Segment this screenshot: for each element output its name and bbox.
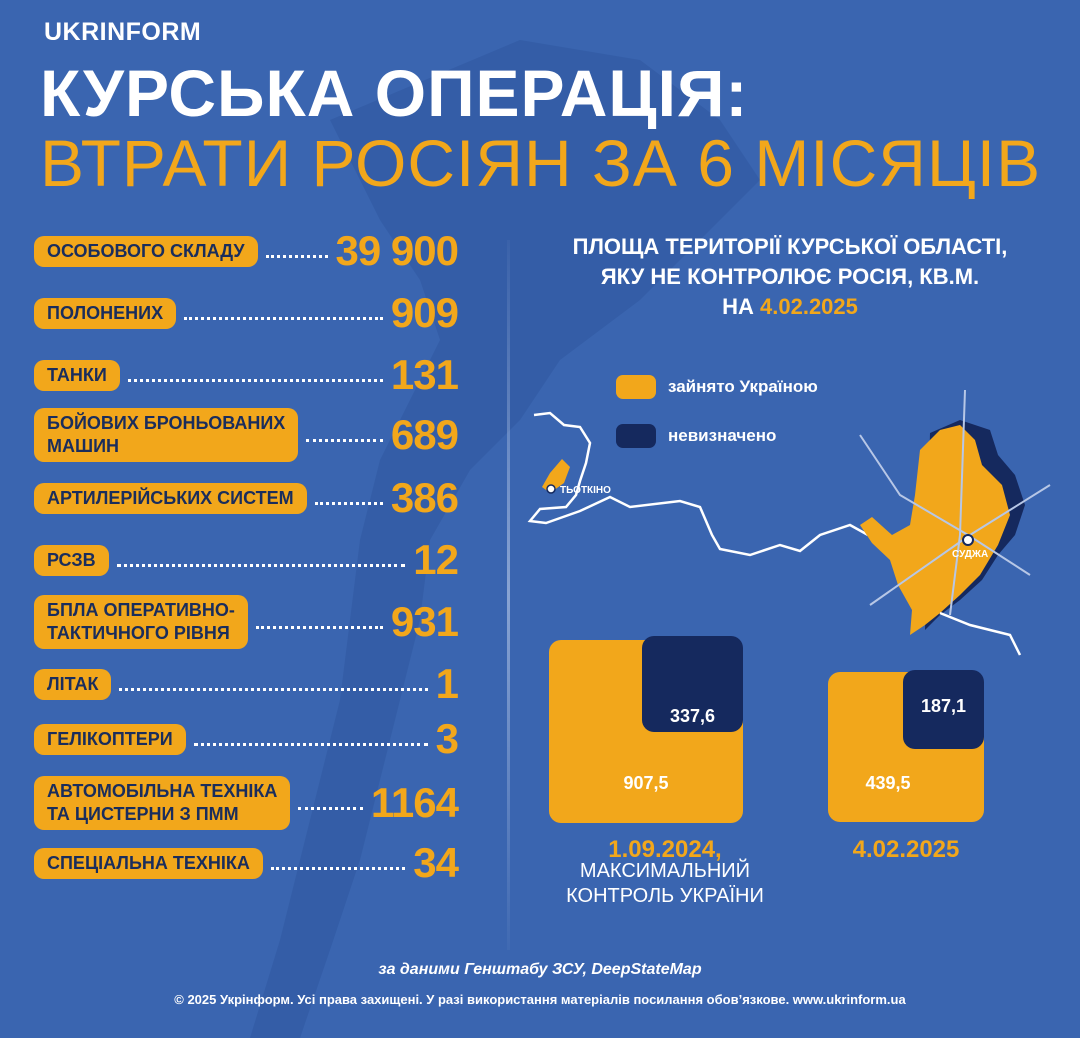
town-label-tyotkino: ТЬОТКІНО — [560, 485, 611, 496]
loss-value: 131 — [390, 351, 459, 398]
date-label-feb: 4.02.2025 — [852, 836, 960, 863]
loss-row-special-equipment: СПЕЦІАЛЬНА ТЕХНІКА 34 — [34, 839, 459, 886]
source-note: за даними Генштабу ЗСУ, DeepStateMap — [378, 961, 702, 978]
leader-dots — [306, 438, 383, 442]
occupied-zone-main — [860, 425, 1010, 635]
loss-value: 34 — [413, 839, 459, 886]
legend-undefined: невизначено — [616, 424, 776, 448]
leader-dots — [314, 501, 383, 505]
territory-title-line2: ЯКУ НЕ КОНТРОЛЮЄ РОСІЯ, КВ.М. — [600, 264, 980, 289]
caption-sep: МАКСИМАЛЬНИЙ КОНТРОЛЬ УКРАЇНИ — [566, 860, 764, 907]
leader-dots — [119, 687, 428, 691]
loss-row-tanks: ТАНКИ 131 — [34, 351, 459, 398]
legend-label-undefined: невизначено — [668, 426, 777, 445]
legend-swatch-occupied — [616, 375, 656, 399]
loss-value: 909 — [390, 289, 459, 336]
road — [949, 389, 966, 616]
territory-title-line1: ПЛОЩА ТЕРИТОРІЇ КУРСЬКОЇ ОБЛАСТІ, — [572, 234, 1008, 259]
undefined-value-sep: 337,6 — [669, 706, 716, 726]
column-divider — [507, 240, 510, 950]
leader-dots — [255, 625, 383, 629]
loss-row-prisoners: ПОЛОНЕНИХ 909 — [34, 289, 459, 336]
date-label-sep: 1.09.2024, — [608, 836, 722, 863]
territory-title-line3: НА 4.02.2025 — [520, 292, 1060, 321]
road — [859, 434, 1031, 576]
loss-value: 12 — [413, 536, 459, 583]
occupied-value-feb: 439,5 — [865, 773, 911, 793]
leader-dots — [193, 742, 428, 746]
kursk-region-map: ТЬОТКІНО СУДЖА — [527, 389, 1051, 656]
leader-dots — [116, 563, 406, 567]
loss-value: 931 — [390, 598, 459, 645]
territory-date: 4.02.2025 — [760, 294, 858, 319]
town-label-sudzha: СУДЖА — [952, 549, 988, 560]
loss-label: АВТОМОБІЛЬНА ТЕХНІКА ТА ЦИСТЕРНИ З ПММ — [34, 776, 291, 830]
loss-row-helicopters: ГЕЛІКОПТЕРИ 3 — [34, 715, 459, 762]
legend-swatch-undefined — [616, 424, 656, 448]
undefined-value-feb: 187,1 — [920, 696, 967, 716]
loss-value: 3 — [435, 715, 459, 762]
loss-label: ГЕЛІКОПТЕРИ — [34, 723, 186, 755]
undefined-area-square-sep — [642, 636, 743, 732]
ukrinform-logo: UKRINFORM — [44, 18, 202, 46]
occupied-zone-tyotkino — [542, 459, 570, 493]
page-title: КУРСЬКА ОПЕРАЦІЯ: — [40, 56, 749, 130]
undefined-area-square-feb — [903, 670, 984, 749]
loss-row-aircraft: ЛІТАК 1 — [34, 660, 459, 707]
loss-label: АРТИЛЕРІЙСЬКИХ СИСТЕМ — [34, 482, 307, 514]
legend-label-occupied: зайнято Україною — [668, 377, 818, 396]
occupied-value-sep: 907,5 — [623, 773, 669, 793]
loss-label: ТАНКИ — [34, 359, 120, 391]
date-prefix: НА — [722, 294, 754, 319]
loss-value: 1 — [435, 660, 459, 707]
loss-label: СПЕЦІАЛЬНА ТЕХНІКА — [34, 847, 263, 879]
leader-dots — [127, 378, 383, 382]
leader-dots — [298, 806, 363, 810]
loss-value: 689 — [390, 411, 459, 458]
loss-row-armored-vehicles: БОЙОВИХ БРОНЬОВАНИХ МАШИН 689 — [34, 408, 459, 462]
copyright: © 2025 Укрінформ. Усі права захищені. У … — [174, 992, 906, 1007]
loss-value: 1164 — [370, 779, 459, 826]
leader-dots — [184, 316, 383, 320]
loss-row-artillery: АРТИЛЕРІЙСЬКИХ СИСТЕМ 386 — [34, 474, 459, 521]
loss-row-personnel: ОСОБОВОГО СКЛАДУ 39 900 — [34, 227, 459, 274]
loss-row-vehicles: АВТОМОБІЛЬНА ТЕХНІКА ТА ЦИСТЕРНИ З ПММ 1… — [34, 776, 459, 830]
loss-label: БОЙОВИХ БРОНЬОВАНИХ МАШИН — [34, 408, 299, 462]
loss-label: ОСОБОВОГО СКЛАДУ — [34, 235, 258, 267]
border-line — [527, 411, 869, 557]
leader-dots — [265, 254, 328, 258]
town-marker-tyotkino — [546, 484, 556, 494]
border-line-east — [939, 611, 1022, 656]
loss-label: БПЛА ОПЕРАТИВНО- ТАКТИЧНОГО РІВНЯ — [34, 595, 248, 649]
loss-row-mlrs: РСЗВ 12 — [34, 536, 459, 583]
leader-dots — [270, 866, 406, 870]
page-subtitle: ВТРАТИ РОСІЯН ЗА 6 МІСЯЦІВ — [40, 126, 1042, 200]
loss-row-uav: БПЛА ОПЕРАТИВНО- ТАКТИЧНОГО РІВНЯ 931 — [34, 595, 459, 649]
loss-value: 386 — [390, 474, 459, 521]
legend-occupied: зайнято Україною — [616, 375, 818, 399]
loss-label: ПОЛОНЕНИХ — [34, 297, 177, 329]
loss-value: 39 900 — [335, 227, 459, 274]
loss-label: РСЗВ — [34, 544, 109, 576]
town-marker-sudzha — [962, 534, 974, 546]
loss-label: ЛІТАК — [34, 668, 112, 700]
